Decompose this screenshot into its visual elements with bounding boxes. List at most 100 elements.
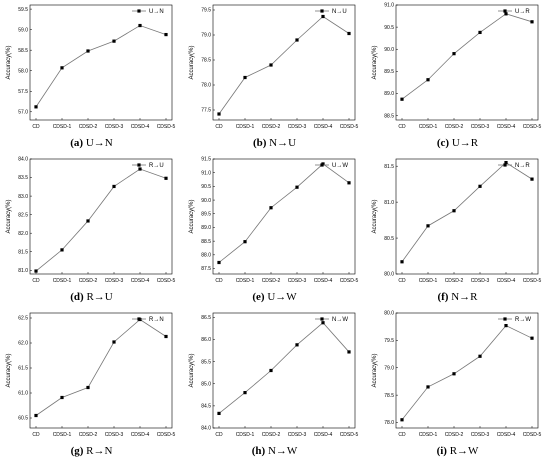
chart-caption-a: (a) U→N — [0, 137, 183, 149]
data-point — [112, 184, 116, 189]
data-point — [60, 395, 64, 400]
x-tick-label: CDSD-2 — [79, 432, 98, 438]
y-tick-label: 86.0 — [201, 337, 211, 343]
x-tick-label: CDSD-1 — [236, 278, 255, 284]
caption-text: N→W — [267, 445, 298, 457]
y-tick-label: 79.5 — [384, 338, 394, 344]
y-tick-label: 78.0 — [384, 420, 394, 426]
caption-letter: (b) — [252, 137, 267, 149]
x-tick-label: CDSD-4 — [131, 278, 150, 284]
series-line — [35, 319, 167, 416]
y-axis-label: Accuracy(%) — [6, 45, 12, 79]
series-line — [401, 13, 533, 100]
chart-caption-d: (d) R→U — [0, 291, 183, 303]
y-tick-label: 58.5 — [18, 48, 28, 54]
chart-panel-h: 84.0 84.5 85.0 85.5 86.0 86.5 CD CDSD-1 CDSD-2 CD… — [183, 308, 366, 461]
caption-text: U→R — [451, 137, 479, 149]
y-tick-label: 91.0 — [201, 170, 211, 176]
legend-label: R→W — [515, 317, 531, 323]
legend-marker — [320, 317, 324, 321]
y-axis-label: Accuracy(%) — [6, 353, 12, 387]
data-point — [34, 269, 38, 273]
chart-caption-b: (b) N→U — [183, 137, 366, 149]
x-tick-label: CDSD-4 — [497, 278, 516, 284]
chart-panel-f: 80.0 80.5 81.0 81.5 CD CDSD-1 CDSD-2 CDSD-3 CDSD… — [366, 154, 549, 307]
x-tick-label: CDSD-2 — [445, 278, 464, 284]
data-point — [504, 160, 508, 165]
y-tick-label: 78.5 — [384, 393, 394, 399]
legend-marker — [503, 9, 507, 13]
data-point — [217, 260, 221, 265]
y-tick-label: 77.5 — [201, 108, 211, 114]
x-tick-label: CDSD-1 — [236, 124, 255, 130]
y-tick-label: 91.0 — [384, 3, 394, 9]
legend-label: R→U — [149, 163, 164, 169]
y-tick-label: 78.5 — [201, 58, 211, 64]
plot-frame — [29, 312, 173, 429]
data-point — [400, 418, 404, 422]
chart-panel-g: 60.5 61.0 61.5 62.0 62.5 CD CDSD-1 CDSD-2 CDSD-3… — [0, 308, 183, 461]
y-tick-label: 79.0 — [201, 33, 211, 39]
x-tick-label: CDSD-1 — [236, 432, 255, 438]
data-point — [347, 350, 351, 354]
caption-text: R→N — [86, 445, 113, 457]
data-point — [138, 23, 142, 28]
data-point — [452, 52, 456, 56]
x-tick-label: CDSD-2 — [79, 124, 98, 130]
line-chart-a: 57.0 57.5 58.0 58.5 59.0 59.5 CD CDSD-1 CDSD-2 CD… — [6, 4, 176, 130]
data-point — [504, 323, 508, 328]
data-point — [243, 240, 247, 244]
x-tick-label: CDSD-2 — [445, 432, 464, 438]
legend-marker — [503, 317, 507, 321]
data-point — [504, 12, 508, 16]
data-point — [269, 63, 273, 67]
y-tick-label: 90.5 — [384, 25, 394, 31]
x-tick-label: CDSD-4 — [314, 432, 333, 438]
caption-letter: (c) — [436, 137, 450, 149]
chart-caption-c: (c) U→R — [366, 137, 549, 149]
data-point — [112, 340, 116, 344]
chart-panel-e: 87.5 88.0 88.5 89.0 89.5 90.0 90.5 91.0 91.5 CD CD… — [183, 154, 366, 307]
legend-label: N→U — [332, 9, 347, 15]
data-point — [295, 38, 299, 42]
x-tick-label: CDSD-5 — [157, 278, 176, 284]
data-point — [400, 260, 404, 264]
chart-caption-e: (e) U→W — [183, 291, 366, 303]
x-tick-label: CD — [215, 432, 223, 438]
y-tick-label: 83.5 — [18, 175, 28, 181]
x-tick-label: CDSD-3 — [471, 432, 490, 438]
data-point — [243, 391, 247, 395]
data-point — [34, 413, 38, 418]
data-point — [530, 336, 534, 340]
x-tick-label: CDSD-3 — [471, 124, 490, 130]
data-point — [400, 97, 404, 101]
y-tick-label: 87.5 — [201, 266, 211, 272]
x-tick-label: CDSD-1 — [53, 124, 72, 130]
caption-text: U→N — [85, 137, 113, 149]
data-point — [426, 224, 430, 228]
y-axis-label: Accuracy(%) — [372, 199, 378, 233]
data-point — [86, 49, 90, 53]
plot-frame — [29, 4, 173, 121]
y-axis-label: Accuracy(%) — [372, 45, 378, 79]
x-tick-label: CDSD-2 — [262, 432, 281, 438]
chart-caption-g: (g) R→N — [0, 445, 183, 457]
data-point — [60, 248, 64, 252]
x-tick-label: CDSD-3 — [288, 278, 307, 284]
series-line — [401, 325, 533, 421]
x-tick-label: CDSD-2 — [262, 124, 281, 130]
legend-label: U→W — [332, 163, 348, 169]
data-point — [60, 66, 64, 70]
data-point — [217, 112, 221, 116]
x-tick-label: CDSD-4 — [497, 124, 516, 130]
series-line — [35, 25, 167, 108]
y-tick-label: 85.0 — [201, 381, 211, 387]
caption-letter: (d) — [70, 291, 84, 303]
x-tick-label: CDSD-1 — [419, 432, 438, 438]
line-chart-b: 77.5 78.0 78.5 79.0 79.5 CD CDSD-1 CDSD-2 CDSD-3… — [189, 4, 359, 130]
y-tick-label: 61.5 — [18, 366, 28, 372]
y-tick-label: 57.0 — [18, 109, 28, 115]
plot-frame — [29, 158, 173, 275]
x-tick-label: CDSD-5 — [157, 124, 176, 130]
